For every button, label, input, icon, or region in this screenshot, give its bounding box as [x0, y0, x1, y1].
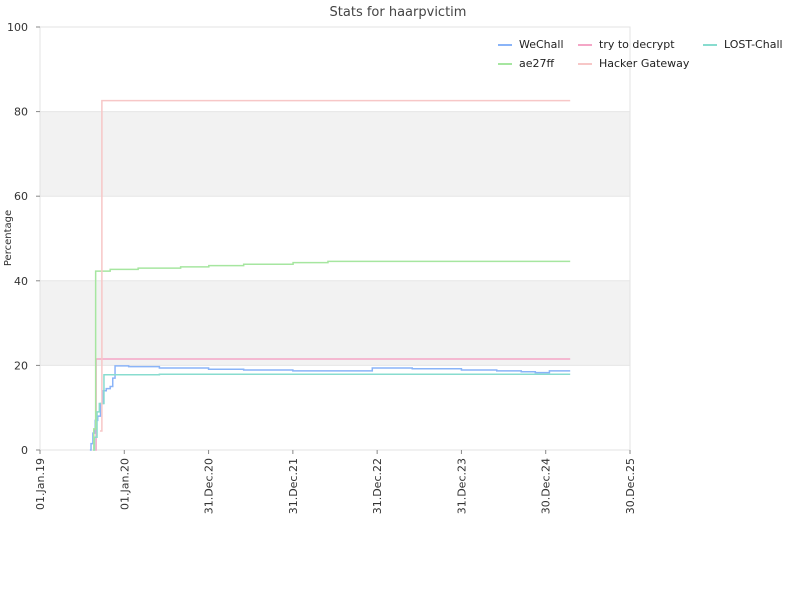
y-tick-label: 80: [14, 106, 28, 119]
x-axis: 01.Jan.19 01.Jan.20 31.Dec.20 31.Dec.21 31.D…: [34, 450, 637, 514]
x-tick-label: 01.Jan.20: [118, 458, 131, 510]
series-line-ae27ff: [92, 260, 571, 451]
x-tick-label: 01.Jan.19: [34, 458, 47, 510]
x-tick-label: 30.Dec.24: [540, 458, 553, 514]
y-tick-label: 0: [21, 444, 28, 457]
plot-bands: [40, 111, 630, 366]
y-tick-label: 40: [14, 275, 28, 288]
plot-area: [39, 26, 631, 451]
series-line-hacker-gateway: [100, 99, 571, 432]
plot-band: [40, 111, 630, 197]
series-lines: [89, 99, 571, 451]
x-tick-label: 31.Dec.23: [455, 458, 468, 514]
x-tick-label: 31.Dec.21: [287, 458, 300, 514]
x-tick-label: 31.Dec.22: [371, 458, 384, 514]
series-line-try-to-decrypt: [95, 358, 571, 451]
gridlines: [40, 26, 630, 451]
chart-title: Stats for haarpvictim: [330, 5, 467, 20]
y-tick-label: 100: [7, 21, 28, 34]
plot-band: [40, 280, 630, 366]
legend-item-hacker-gateway[interactable]: Hacker Gateway: [578, 57, 690, 70]
x-tick-label: 31.Dec.20: [203, 458, 216, 514]
x-tick-label: 30.Dec.25: [624, 458, 637, 514]
y-axis-label: Percentage: [3, 210, 14, 266]
y-axis: 0 20 40 60 80 100: [7, 21, 40, 457]
legend-item-lost-chall[interactable]: LOST-Chall: [703, 38, 783, 51]
legend-item-ae27ff[interactable]: ae27ff: [498, 57, 555, 70]
series-line-lost-chall: [93, 373, 571, 451]
legend-label: LOST-Chall: [724, 38, 783, 51]
legend-label: WeChall: [519, 38, 564, 51]
series-line-wechall: [89, 365, 571, 451]
legend-label: Hacker Gateway: [599, 57, 690, 70]
y-tick-label: 20: [14, 359, 28, 372]
legend-item-wechall[interactable]: WeChall: [498, 38, 564, 51]
legend-label: ae27ff: [519, 57, 555, 70]
y-tick-label: 60: [14, 190, 28, 203]
legend-item-try-to-decrypt[interactable]: try to decrypt: [578, 38, 675, 51]
legend[interactable]: WeChall try to decrypt LOST-Chall ae27ff Hac…: [498, 38, 783, 70]
legend-label: try to decrypt: [599, 38, 675, 51]
